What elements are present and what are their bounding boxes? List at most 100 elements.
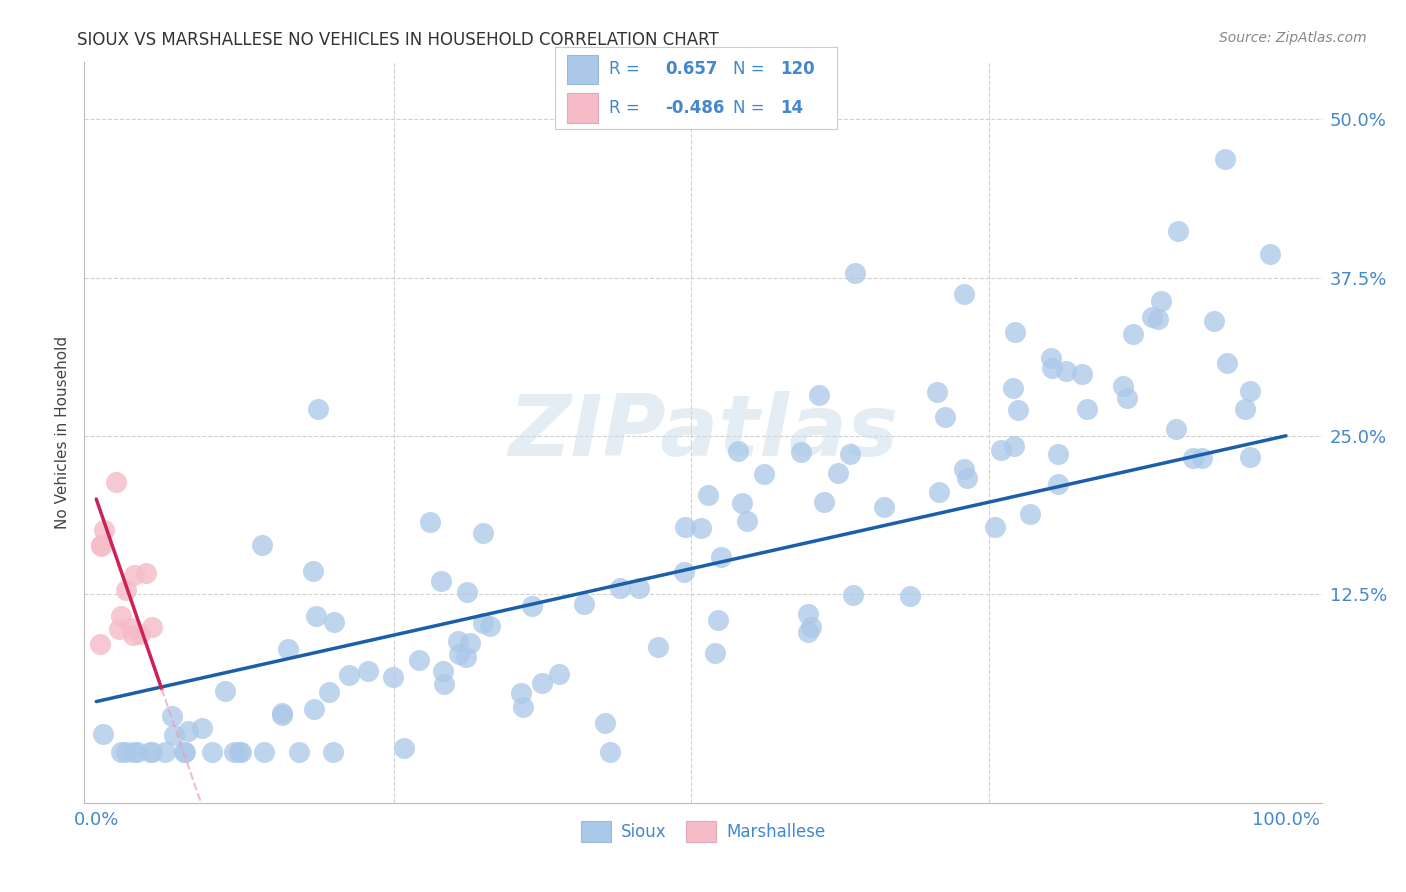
Point — [115, 583, 138, 598]
Point — [277, 641, 299, 656]
Point — [301, 564, 323, 578]
Point — [927, 385, 949, 400]
Point — [228, 745, 250, 759]
Point — [934, 409, 956, 424]
Point — [1191, 451, 1213, 466]
Point — [731, 496, 754, 510]
Point — [110, 609, 132, 624]
Point — [1150, 293, 1173, 308]
Point — [1216, 355, 1239, 369]
Point — [509, 686, 531, 700]
Text: N =: N = — [733, 99, 763, 117]
Point — [456, 650, 478, 665]
Point — [647, 640, 669, 654]
Point — [752, 467, 775, 482]
Point — [956, 471, 979, 485]
Point — [190, 721, 212, 735]
Point — [122, 568, 145, 582]
Point — [432, 664, 454, 678]
Y-axis label: No Vehicles in Household: No Vehicles in Household — [55, 336, 70, 529]
Point — [1046, 447, 1069, 461]
Point — [520, 599, 543, 614]
Point — [91, 727, 114, 741]
Point — [139, 745, 162, 759]
Point — [599, 745, 621, 759]
Point — [288, 745, 311, 759]
Legend: Sioux, Marshallese: Sioux, Marshallese — [572, 813, 834, 850]
Point — [1040, 361, 1063, 376]
Point — [1140, 310, 1163, 325]
Point — [107, 622, 129, 636]
Text: ZIPatlas: ZIPatlas — [508, 391, 898, 475]
Point — [574, 597, 596, 611]
Point — [447, 634, 470, 648]
Point — [177, 723, 200, 738]
Point — [690, 521, 713, 535]
Point — [224, 745, 246, 759]
Point — [90, 540, 112, 554]
Point — [547, 667, 569, 681]
Point — [1213, 153, 1236, 167]
Point — [201, 745, 224, 759]
FancyBboxPatch shape — [567, 54, 598, 84]
Point — [808, 388, 831, 402]
Point — [304, 701, 326, 715]
Point — [472, 616, 495, 631]
Point — [1122, 327, 1144, 342]
Point — [797, 625, 820, 640]
Point — [430, 574, 453, 589]
Point — [790, 445, 813, 459]
Point — [231, 745, 253, 759]
Point — [1002, 439, 1025, 453]
Point — [1054, 364, 1077, 378]
Point — [1007, 402, 1029, 417]
Point — [127, 745, 149, 759]
Point — [141, 620, 163, 634]
Text: R =: R = — [609, 99, 640, 117]
Point — [1239, 384, 1261, 399]
Point — [873, 500, 896, 515]
Text: 120: 120 — [780, 61, 815, 78]
Point — [141, 745, 163, 759]
Text: R =: R = — [609, 61, 640, 78]
Text: 0.657: 0.657 — [665, 61, 717, 78]
Point — [704, 646, 727, 660]
Point — [1147, 312, 1170, 326]
Point — [990, 442, 1012, 457]
Point — [1234, 401, 1257, 416]
Point — [173, 745, 195, 759]
Point — [1019, 508, 1042, 522]
Point — [984, 520, 1007, 534]
Point — [307, 401, 329, 416]
Point — [627, 581, 650, 595]
Point — [135, 566, 157, 581]
Point — [270, 706, 292, 720]
Point — [104, 475, 127, 489]
Text: 14: 14 — [780, 99, 803, 117]
Point — [1167, 224, 1189, 238]
Point — [357, 664, 380, 678]
Text: N =: N = — [733, 61, 763, 78]
Point — [433, 676, 456, 690]
FancyBboxPatch shape — [567, 94, 598, 123]
Point — [838, 447, 860, 461]
Point — [842, 589, 865, 603]
Point — [472, 526, 495, 541]
Point — [305, 609, 328, 624]
Point — [456, 585, 478, 599]
Point — [1039, 351, 1062, 365]
Point — [1046, 477, 1069, 491]
Point — [672, 566, 695, 580]
Point — [93, 523, 115, 537]
Point — [1002, 381, 1025, 395]
Point — [122, 627, 145, 641]
Text: SIOUX VS MARSHALLESE NO VEHICLES IN HOUSEHOLD CORRELATION CHART: SIOUX VS MARSHALLESE NO VEHICLES IN HOUS… — [77, 31, 718, 49]
Point — [174, 745, 197, 759]
Point — [1164, 422, 1187, 436]
Point — [160, 709, 183, 723]
Point — [318, 685, 340, 699]
Point — [115, 745, 138, 759]
Point — [952, 287, 974, 301]
Point — [727, 444, 749, 458]
Point — [673, 520, 696, 534]
